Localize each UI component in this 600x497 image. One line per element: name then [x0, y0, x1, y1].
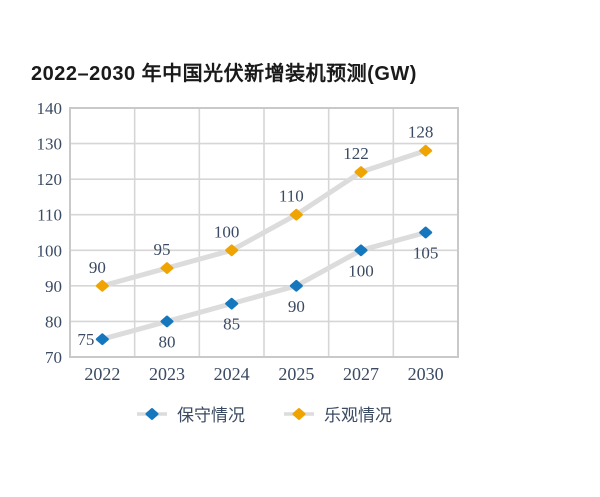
y-axis-tick-label: 120: [37, 170, 63, 189]
series-line-0: [99, 230, 429, 342]
y-axis-tick-label: 140: [37, 99, 63, 118]
data-point-label: 90: [288, 297, 305, 316]
data-point-marker-0: [160, 315, 174, 328]
legend-diamond-icon: [292, 407, 306, 420]
legend-label-conservative: 保守情况: [177, 406, 245, 425]
x-axis-tick-label: 2022: [84, 364, 120, 384]
series-line-1: [99, 148, 429, 289]
data-point-marker-0: [354, 244, 368, 257]
data-point-marker-0: [419, 226, 433, 239]
legend-diamond-icon: [145, 407, 159, 420]
line-chart-plot-area: 70 80 90 100 110 120 130 140 2022 2023 2024 2025 202…: [37, 99, 459, 384]
data-point-label: 128: [408, 123, 434, 142]
data-point-label: 100: [214, 222, 240, 241]
data-point-marker-0: [225, 297, 239, 310]
x-axis-tick-label: 2030: [408, 364, 444, 384]
data-point-marker-1: [95, 279, 109, 292]
x-axis-tick-label: 2027: [343, 364, 379, 384]
data-point-label: 105: [413, 244, 439, 263]
legend-marker-optimistic-icon: [284, 407, 314, 420]
data-point-marker-1: [419, 144, 433, 157]
chart-title: 2022–2030 年中国光伏新增装机预测(GW): [31, 63, 417, 85]
chart-legend: 保守情况 乐观情况: [70, 401, 458, 426]
data-point-marker-1: [289, 208, 303, 221]
legend-item-optimistic: 乐观情况: [283, 401, 392, 426]
data-point-marker-1: [160, 262, 174, 274]
data-point-label: 100: [348, 261, 374, 280]
x-axis-tick-label: 2023: [149, 364, 185, 384]
legend-item-conservative: 保守情况: [136, 401, 245, 426]
y-axis-tick-label: 80: [45, 312, 62, 331]
legend-marker-conservative-icon: [137, 407, 167, 420]
data-point-label: 95: [154, 240, 171, 259]
data-point-label: 80: [159, 332, 176, 351]
legend-label-optimistic: 乐观情况: [324, 406, 392, 425]
y-axis-tick-label: 130: [37, 135, 63, 154]
y-axis-tick-label: 90: [45, 277, 62, 296]
data-point-marker-1: [354, 166, 368, 178]
x-axis-tick-label: 2024: [214, 364, 250, 384]
y-axis-tick-label: 70: [45, 348, 62, 367]
data-point-marker-0: [95, 333, 109, 346]
x-axis-tick-label: 2025: [278, 364, 314, 384]
data-point-label: 75: [77, 330, 94, 349]
data-point-label: 90: [89, 258, 106, 277]
data-point-marker-1: [225, 244, 239, 257]
data-point-label: 110: [279, 187, 304, 206]
data-point-label: 122: [343, 144, 369, 163]
y-axis-tick-label: 110: [37, 206, 62, 225]
y-axis-tick-label: 100: [37, 241, 63, 260]
data-point-marker-0: [289, 279, 303, 292]
plot-frame: [69, 107, 459, 358]
data-point-label: 85: [223, 315, 240, 334]
